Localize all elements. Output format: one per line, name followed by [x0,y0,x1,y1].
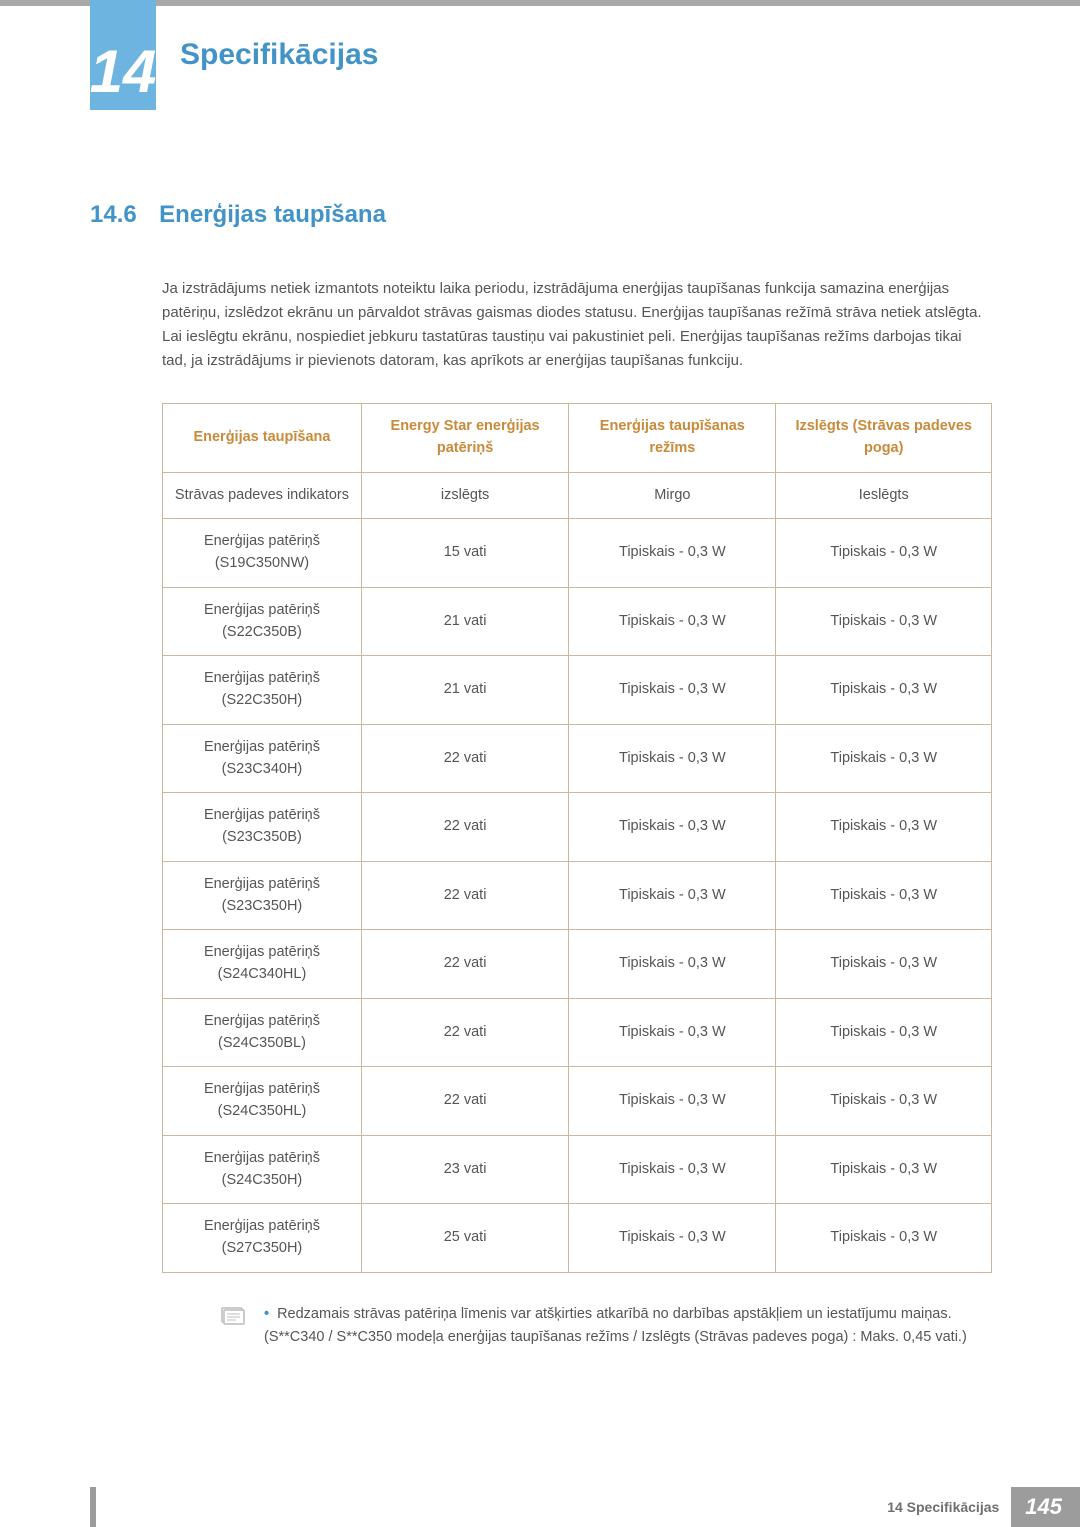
chapter-badge: 14 [90,0,156,110]
section-number: 14.6 [90,201,137,229]
table-cell: 22 vati [361,930,568,999]
footer-label: 14 Specifikācijas [887,1487,1011,1527]
table-cell: 22 vati [361,724,568,793]
table-cell: 23 vati [361,1135,568,1204]
table-cell: Tipiskais - 0,3 W [569,1135,776,1204]
table-cell: Tipiskais - 0,3 W [776,793,992,862]
table-cell: Tipiskais - 0,3 W [776,998,992,1067]
table-row: Enerģijas patēriņš(S23C340H)22 vatiTipis… [163,724,992,793]
note-text: •Redzamais strāvas patēriņa līmenis var … [264,1303,990,1349]
table-cell: izslēgts [361,472,568,519]
table-cell: Tipiskais - 0,3 W [569,724,776,793]
table-cell: Tipiskais - 0,3 W [776,587,992,656]
table-cell: Tipiskais - 0,3 W [776,519,992,588]
table-cell: Tipiskais - 0,3 W [569,1204,776,1273]
section-heading: 14.6 Enerģijas taupīšana [90,201,990,229]
table-cell: Enerģijas patēriņš(S27C350H) [163,1204,362,1273]
table-row: Enerģijas patēriņš(S27C350H)25 vatiTipis… [163,1204,992,1273]
table-cell: Enerģijas patēriņš(S19C350NW) [163,519,362,588]
table-cell: Enerģijas patēriņš(S23C350B) [163,793,362,862]
intro-paragraph: Ja izstrādājums netiek izmantots noteikt… [162,277,990,373]
table-cell: Tipiskais - 0,3 W [569,930,776,999]
table-cell: Tipiskais - 0,3 W [569,861,776,930]
table-row: Enerģijas patēriņš(S24C350HL)22 vatiTipi… [163,1067,992,1136]
table-cell: 22 vati [361,998,568,1067]
table-cell: Enerģijas patēriņš(S24C350BL) [163,998,362,1067]
table-cell: Enerģijas patēriņš(S24C340HL) [163,930,362,999]
table-cell: 15 vati [361,519,568,588]
table-cell: Tipiskais - 0,3 W [569,587,776,656]
table-cell: Enerģijas patēriņš(S22C350B) [163,587,362,656]
footer-page-number: 145 [1011,1487,1080,1527]
table-cell: Tipiskais - 0,3 W [776,1067,992,1136]
table-cell: 25 vati [361,1204,568,1273]
table-row: Enerģijas patēriņš(S24C350H)23 vatiTipis… [163,1135,992,1204]
table-row: Enerģijas patēriņš(S24C340HL)22 vatiTipi… [163,930,992,999]
table-cell: Tipiskais - 0,3 W [776,1204,992,1273]
table-cell: Tipiskais - 0,3 W [776,930,992,999]
page-content: 14.6 Enerģijas taupīšana Ja izstrādājums… [0,6,1080,1349]
table-row: Strāvas padeves indikatorsizslēgtsMirgoI… [163,472,992,519]
table-cell: Enerģijas patēriņš(S24C350HL) [163,1067,362,1136]
page-footer: 14 Specifikācijas 145 [0,1487,1080,1527]
table-cell: Tipiskais - 0,3 W [569,793,776,862]
table-cell: Ieslēgts [776,472,992,519]
table-row: Enerģijas patēriņš(S23C350H)22 vatiTipis… [163,861,992,930]
table-row: Enerģijas patēriņš(S19C350NW)15 vatiTipi… [163,519,992,588]
table-cell: Tipiskais - 0,3 W [569,1067,776,1136]
table-row: Enerģijas patēriņš(S23C350B)22 vatiTipis… [163,793,992,862]
table-cell: Tipiskais - 0,3 W [776,724,992,793]
table-cell: Tipiskais - 0,3 W [776,1135,992,1204]
table-cell: Tipiskais - 0,3 W [569,998,776,1067]
table-cell: Tipiskais - 0,3 W [569,656,776,725]
table-header: Enerģijas taupīšana [163,404,362,473]
table-cell: Enerģijas patēriņš(S23C350H) [163,861,362,930]
table-row: Enerģijas patēriņš(S24C350BL)22 vatiTipi… [163,998,992,1067]
table-header: Izslēgts (Strāvas padeves poga) [776,404,992,473]
table-cell: Enerģijas patēriņš(S24C350H) [163,1135,362,1204]
table-row: Enerģijas patēriņš(S22C350B)21 vatiTipis… [163,587,992,656]
section-title: Enerģijas taupīšana [159,201,386,229]
bullet-icon: • [264,1306,269,1322]
table-cell: Enerģijas patēriņš(S22C350H) [163,656,362,725]
note-icon [220,1305,246,1327]
table-row: Enerģijas patēriņš(S22C350H)21 vatiTipis… [163,656,992,725]
table-header-row: Enerģijas taupīšana Energy Star enerģija… [163,404,992,473]
table-cell: Enerģijas patēriņš(S23C340H) [163,724,362,793]
table-cell: Mirgo [569,472,776,519]
table-header: Energy Star enerģijas patēriņš [361,404,568,473]
power-saving-table: Enerģijas taupīšana Energy Star enerģija… [162,403,992,1273]
note-block: •Redzamais strāvas patēriņa līmenis var … [220,1303,990,1349]
table-cell: Tipiskais - 0,3 W [776,656,992,725]
chapter-number: 14 [90,42,157,102]
table-header: Enerģijas taupīšanas režīms [569,404,776,473]
table-cell: Tipiskais - 0,3 W [569,519,776,588]
table-cell: 22 vati [361,793,568,862]
table-cell: 22 vati [361,1067,568,1136]
table-cell: 21 vati [361,587,568,656]
table-cell: 22 vati [361,861,568,930]
table-cell: 21 vati [361,656,568,725]
chapter-title: Specifikācijas [180,38,378,72]
table-cell: Strāvas padeves indikators [163,472,362,519]
table-cell: Tipiskais - 0,3 W [776,861,992,930]
